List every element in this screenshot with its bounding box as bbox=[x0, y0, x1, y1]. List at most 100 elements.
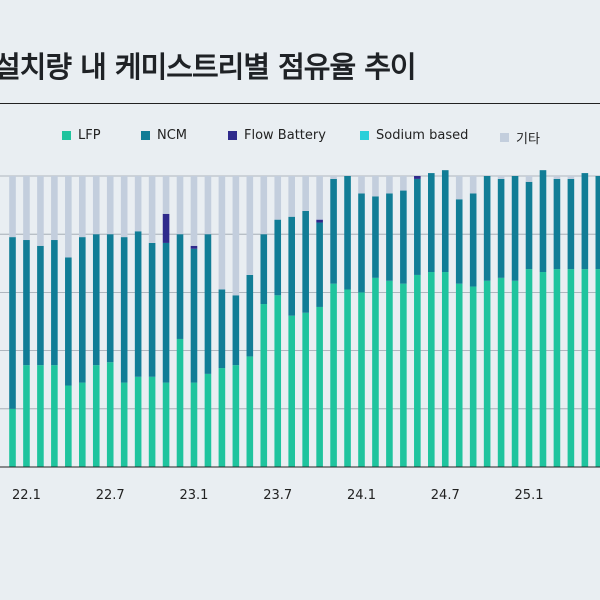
bar-segment-ncm[interactable] bbox=[539, 170, 547, 273]
bar-segment-lfp[interactable] bbox=[539, 272, 547, 467]
bar-segment-lfp[interactable] bbox=[9, 408, 16, 467]
bar-segment-lfp[interactable] bbox=[246, 356, 254, 467]
bar-segment-기타[interactable] bbox=[288, 176, 295, 217]
bar-segment-lfp[interactable] bbox=[553, 269, 561, 467]
bar-segment-기타[interactable] bbox=[162, 176, 170, 214]
bar-segment-lfp[interactable] bbox=[595, 269, 600, 467]
bar-segment-ncm[interactable] bbox=[37, 245, 44, 366]
bar-segment-lfp[interactable] bbox=[497, 277, 505, 467]
bar-segment-lfp[interactable] bbox=[414, 274, 421, 467]
bar-segment-lfp[interactable] bbox=[274, 295, 282, 467]
bar-segment-ncm[interactable] bbox=[316, 222, 323, 307]
bar-segment-lfp[interactable] bbox=[386, 280, 393, 467]
bar-segment-lfp[interactable] bbox=[120, 382, 128, 467]
bar-segment-기타[interactable] bbox=[204, 176, 212, 235]
bar-segment-기타[interactable] bbox=[553, 176, 561, 179]
bar-segment-기타[interactable] bbox=[260, 176, 268, 235]
bar-segment-기타[interactable] bbox=[9, 176, 16, 238]
bar-segment-lfp[interactable] bbox=[428, 272, 435, 467]
bar-segment-ncm[interactable] bbox=[148, 242, 156, 377]
bar-segment-ncm[interactable] bbox=[9, 237, 16, 409]
bar-segment-ncm[interactable] bbox=[92, 234, 100, 366]
bar-segment-기타[interactable] bbox=[525, 176, 533, 182]
legend-item-other[interactable]: 기타 bbox=[500, 128, 540, 147]
bar-segment-기타[interactable] bbox=[386, 176, 393, 194]
bar-segment-기타[interactable] bbox=[358, 176, 365, 194]
bar-segment-lfp[interactable] bbox=[511, 280, 519, 467]
bar-segment-기타[interactable] bbox=[37, 176, 44, 246]
bar-segment-flow-battery[interactable] bbox=[190, 245, 198, 249]
bar-segment-lfp[interactable] bbox=[176, 338, 184, 467]
bar-segment-ncm[interactable] bbox=[120, 237, 128, 383]
bar-segment-ncm[interactable] bbox=[302, 210, 309, 313]
bar-segment-기타[interactable] bbox=[51, 176, 58, 241]
bar-segment-lfp[interactable] bbox=[344, 289, 351, 467]
bar-segment-기타[interactable] bbox=[274, 176, 282, 220]
bar-segment-lfp[interactable] bbox=[330, 283, 337, 467]
bar-segment-기타[interactable] bbox=[400, 176, 407, 191]
bar-segment-lfp[interactable] bbox=[316, 306, 323, 467]
bar-segment-ncm[interactable] bbox=[469, 193, 477, 287]
bar-segment-기타[interactable] bbox=[79, 176, 86, 238]
bar-segment-lfp[interactable] bbox=[23, 365, 30, 467]
bar-segment-lfp[interactable] bbox=[567, 269, 575, 467]
bar-segment-기타[interactable] bbox=[455, 176, 463, 200]
bar-segment-ncm[interactable] bbox=[344, 176, 351, 290]
bar-segment-기타[interactable] bbox=[176, 176, 184, 235]
bar-segment-ncm[interactable] bbox=[483, 176, 491, 281]
bar-segment-lfp[interactable] bbox=[483, 280, 491, 467]
bar-segment-lfp[interactable] bbox=[51, 365, 58, 467]
bar-segment-ncm[interactable] bbox=[23, 240, 30, 366]
bar-segment-ncm[interactable] bbox=[246, 274, 254, 357]
bar-segment-lfp[interactable] bbox=[232, 365, 240, 467]
bar-segment-lfp[interactable] bbox=[581, 269, 589, 467]
bar-segment-ncm[interactable] bbox=[581, 173, 589, 270]
bar-segment-ncm[interactable] bbox=[51, 240, 58, 366]
bar-segment-기타[interactable] bbox=[120, 176, 128, 238]
bar-segment-기타[interactable] bbox=[469, 176, 477, 194]
bar-segment-기타[interactable] bbox=[316, 176, 323, 220]
bar-segment-lfp[interactable] bbox=[358, 292, 365, 467]
bar-segment-ncm[interactable] bbox=[358, 193, 365, 293]
bar-segment-ncm[interactable] bbox=[400, 190, 407, 284]
bar-segment-ncm[interactable] bbox=[553, 178, 561, 270]
bar-segment-ncm[interactable] bbox=[106, 234, 114, 363]
bar-segment-ncm[interactable] bbox=[372, 196, 379, 278]
bar-segment-lfp[interactable] bbox=[441, 272, 449, 467]
bar-segment-ncm[interactable] bbox=[65, 257, 72, 386]
bar-segment-lfp[interactable] bbox=[134, 376, 142, 467]
bar-segment-기타[interactable] bbox=[218, 176, 226, 290]
bar-segment-기타[interactable] bbox=[232, 176, 240, 296]
bar-segment-flow-battery[interactable] bbox=[316, 219, 323, 223]
bar-segment-lfp[interactable] bbox=[190, 382, 198, 467]
bar-segment-lfp[interactable] bbox=[455, 283, 463, 467]
bar-segment-ncm[interactable] bbox=[441, 170, 449, 273]
bar-segment-기타[interactable] bbox=[23, 176, 30, 241]
bar-segment-ncm[interactable] bbox=[414, 178, 421, 275]
bar-segment-기타[interactable] bbox=[190, 176, 198, 246]
bar-segment-ncm[interactable] bbox=[218, 289, 226, 369]
bar-segment-lfp[interactable] bbox=[525, 269, 533, 467]
bar-segment-ncm[interactable] bbox=[428, 173, 435, 273]
bar-segment-ncm[interactable] bbox=[497, 178, 505, 278]
bar-segment-기타[interactable] bbox=[106, 176, 114, 235]
bar-segment-기타[interactable] bbox=[567, 176, 575, 179]
bar-segment-lfp[interactable] bbox=[37, 365, 44, 467]
bar-segment-ncm[interactable] bbox=[162, 242, 170, 383]
bar-segment-기타[interactable] bbox=[134, 176, 142, 232]
bar-segment-lfp[interactable] bbox=[260, 304, 268, 467]
bar-segment-lfp[interactable] bbox=[65, 385, 72, 467]
bar-segment-ncm[interactable] bbox=[455, 199, 463, 284]
bar-segment-기타[interactable] bbox=[302, 176, 309, 211]
bar-segment-lfp[interactable] bbox=[204, 373, 212, 467]
bar-segment-ncm[interactable] bbox=[190, 248, 198, 383]
bar-segment-ncm[interactable] bbox=[595, 176, 600, 270]
bar-segment-ncm[interactable] bbox=[176, 234, 184, 339]
bar-segment-ncm[interactable] bbox=[260, 234, 268, 305]
bar-segment-ncm[interactable] bbox=[79, 237, 86, 383]
bar-segment-기타[interactable] bbox=[92, 176, 100, 235]
bar-segment-lfp[interactable] bbox=[288, 315, 295, 467]
bar-segment-lfp[interactable] bbox=[162, 382, 170, 467]
bar-segment-기타[interactable] bbox=[148, 176, 156, 243]
bar-segment-lfp[interactable] bbox=[469, 286, 477, 467]
